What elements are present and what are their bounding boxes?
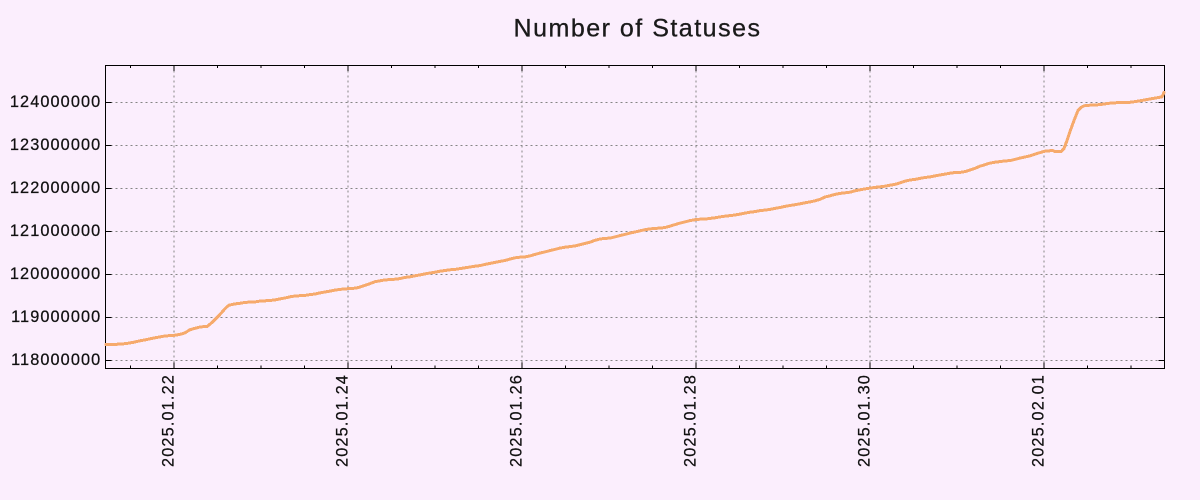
svg-text:123000000: 123000000 <box>10 136 101 154</box>
svg-text:2025.01.30: 2025.01.30 <box>856 374 874 467</box>
svg-text:2025.01.22: 2025.01.22 <box>160 374 178 467</box>
svg-text:120000000: 120000000 <box>10 265 101 283</box>
svg-text:Number of Statuses: Number of Statuses <box>514 15 762 43</box>
svg-text:2025.02.01: 2025.02.01 <box>1030 374 1048 467</box>
svg-text:121000000: 121000000 <box>10 222 101 240</box>
svg-text:2025.01.28: 2025.01.28 <box>682 374 700 467</box>
svg-text:2025.01.26: 2025.01.26 <box>508 374 526 467</box>
svg-text:119000000: 119000000 <box>11 308 101 326</box>
svg-text:118000000: 118000000 <box>11 351 101 369</box>
svg-text:124000000: 124000000 <box>10 93 101 111</box>
svg-text:122000000: 122000000 <box>10 179 101 197</box>
svg-text:2025.01.24: 2025.01.24 <box>334 374 352 467</box>
